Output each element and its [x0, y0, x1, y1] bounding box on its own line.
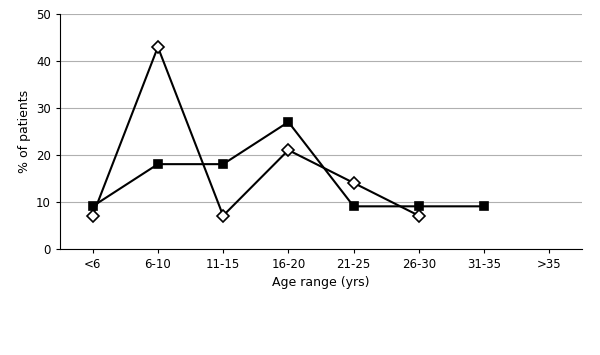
Legend: SM-SE  group (n = 14), SM-RE  group (n = 11): SM-SE group (n = 14), SM-RE group (n = 1… [142, 353, 500, 355]
Y-axis label: % of patients: % of patients [17, 90, 31, 173]
X-axis label: Age range (yrs): Age range (yrs) [272, 276, 370, 289]
